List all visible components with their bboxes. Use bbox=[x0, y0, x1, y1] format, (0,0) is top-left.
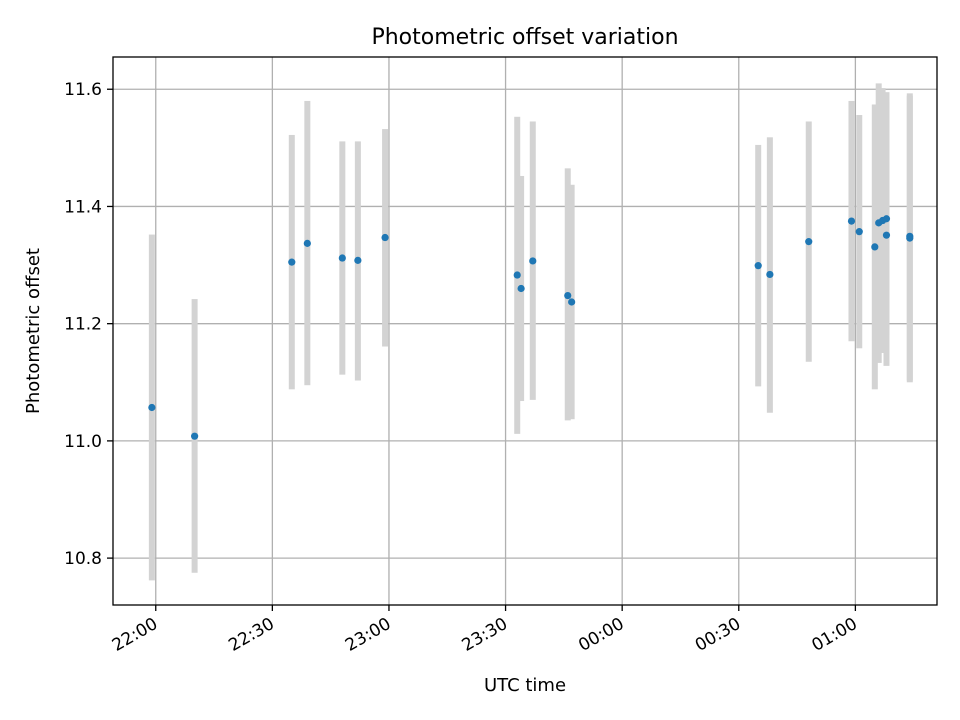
grid-lines bbox=[113, 57, 937, 605]
data-point bbox=[882, 215, 891, 223]
data-point bbox=[288, 258, 296, 266]
data-point bbox=[882, 231, 891, 239]
data-point bbox=[568, 298, 576, 306]
data-point bbox=[191, 432, 199, 440]
data-point bbox=[381, 233, 389, 242]
data-point bbox=[871, 243, 879, 251]
y-tick-label: 11.2 bbox=[64, 315, 102, 335]
chart-title: Photometric offset variation bbox=[371, 25, 678, 50]
data-point bbox=[517, 284, 525, 293]
data-point bbox=[529, 257, 537, 265]
data-point bbox=[303, 239, 311, 247]
data-point bbox=[148, 403, 156, 412]
data-point bbox=[513, 271, 521, 279]
y-tick-label: 11.0 bbox=[64, 432, 102, 452]
y-tick-label: 11.4 bbox=[64, 197, 102, 217]
data-point bbox=[855, 228, 863, 236]
y-axis-ticks: 10.8 11.0 11.2 11.4 11.6 bbox=[64, 80, 113, 569]
x-axis-label: UTC time bbox=[484, 675, 566, 696]
data-points bbox=[148, 215, 914, 440]
data-point bbox=[847, 217, 856, 225]
data-point bbox=[354, 256, 362, 264]
data-point bbox=[754, 262, 762, 270]
data-point bbox=[766, 270, 774, 279]
y-tick-label: 11.6 bbox=[64, 80, 102, 100]
plot-area-frame bbox=[112, 56, 938, 606]
data-point bbox=[805, 238, 813, 246]
data-point bbox=[564, 291, 572, 300]
data-point bbox=[338, 254, 346, 262]
y-axis-label: Photometric offset bbox=[23, 248, 44, 414]
y-tick-label: 10.8 bbox=[64, 549, 102, 569]
data-point bbox=[906, 234, 914, 242]
